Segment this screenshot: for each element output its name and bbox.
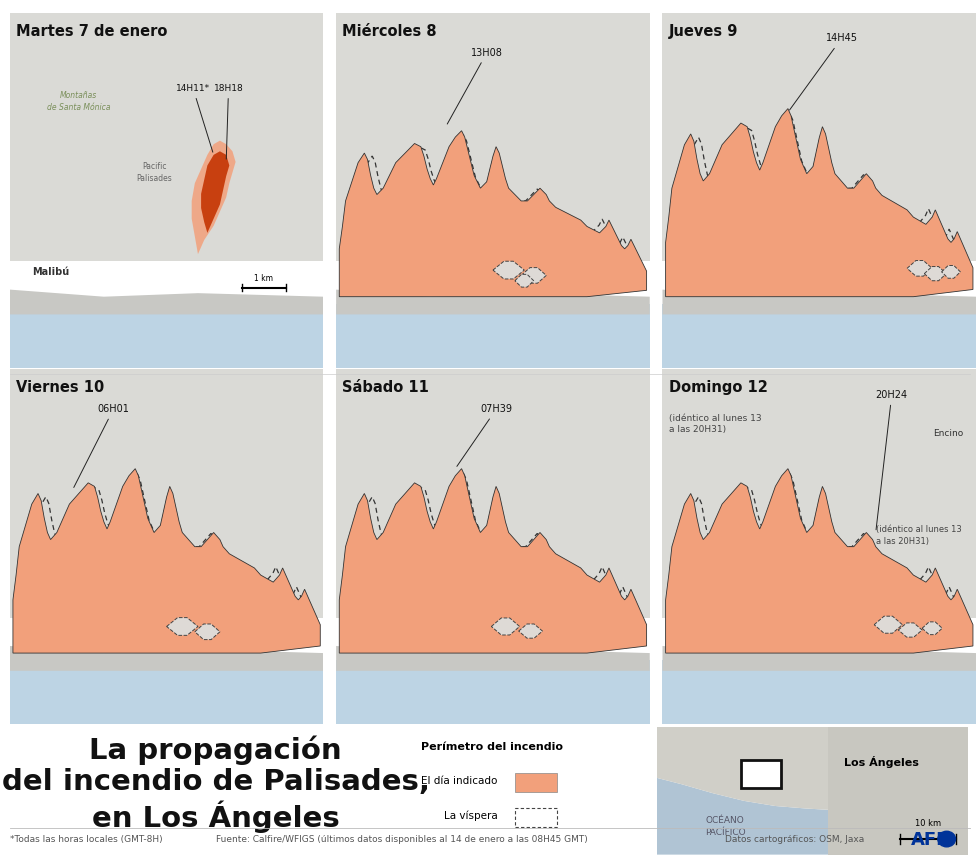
Text: OCÉANO
PACÍFICO: OCÉANO PACÍFICO: [705, 817, 746, 836]
Text: 14H45: 14H45: [790, 34, 858, 110]
Text: (idéntico al lunes 13
a las 20H31): (idéntico al lunes 13 a las 20H31): [668, 413, 761, 434]
Polygon shape: [514, 274, 534, 287]
Text: (idéntico al lunes 13
a las 20H31): (idéntico al lunes 13 a las 20H31): [876, 525, 961, 546]
Text: Los Ángeles: Los Ángeles: [844, 757, 918, 768]
Polygon shape: [336, 13, 650, 261]
Polygon shape: [665, 109, 973, 297]
Polygon shape: [336, 660, 650, 724]
Polygon shape: [491, 618, 519, 635]
Text: Pacific
Palisades: Pacific Palisades: [136, 162, 171, 183]
Polygon shape: [13, 469, 320, 653]
Text: AFP: AFP: [911, 831, 951, 849]
Polygon shape: [662, 290, 976, 315]
Text: 06H01: 06H01: [74, 404, 129, 488]
FancyBboxPatch shape: [515, 773, 557, 792]
Text: La víspera: La víspera: [444, 811, 498, 822]
Polygon shape: [518, 624, 543, 638]
Polygon shape: [10, 369, 323, 618]
Text: Encino: Encino: [933, 429, 963, 438]
Polygon shape: [907, 260, 932, 276]
Polygon shape: [10, 290, 323, 315]
Text: Domingo 12: Domingo 12: [668, 380, 767, 395]
Text: Miércoles 8: Miércoles 8: [342, 23, 437, 39]
Polygon shape: [657, 727, 828, 810]
Polygon shape: [665, 469, 973, 653]
Polygon shape: [10, 304, 323, 368]
Polygon shape: [195, 624, 220, 639]
Text: Viernes 10: Viernes 10: [16, 380, 104, 395]
Polygon shape: [828, 727, 968, 855]
Polygon shape: [336, 290, 650, 315]
Polygon shape: [336, 304, 650, 368]
Polygon shape: [192, 141, 235, 254]
Polygon shape: [662, 13, 976, 261]
Polygon shape: [657, 778, 828, 855]
Polygon shape: [662, 660, 976, 724]
Text: 20H24: 20H24: [876, 390, 907, 529]
Text: *Todas las horas locales (GMT-8H): *Todas las horas locales (GMT-8H): [10, 835, 163, 843]
Polygon shape: [493, 261, 524, 279]
Polygon shape: [201, 151, 229, 233]
Polygon shape: [167, 618, 198, 635]
Polygon shape: [662, 304, 976, 368]
Text: 14H11*: 14H11*: [176, 84, 213, 152]
Bar: [741, 759, 781, 788]
Polygon shape: [10, 646, 323, 671]
Text: La propagación
del incendio de Palisades,
en Los Ángeles: La propagación del incendio de Palisades…: [2, 735, 429, 833]
Polygon shape: [874, 616, 903, 633]
Text: 13H08: 13H08: [447, 48, 503, 124]
Polygon shape: [336, 646, 650, 671]
Text: Sábado 11: Sábado 11: [342, 380, 429, 395]
Text: Datos cartográficos: OSM, Jaxa: Datos cartográficos: OSM, Jaxa: [725, 835, 864, 843]
Text: Malibú: Malibú: [32, 267, 70, 277]
Text: Perímetro del incendio: Perímetro del incendio: [421, 742, 563, 753]
Text: Montañas
de Santa Mónica: Montañas de Santa Mónica: [47, 91, 111, 112]
FancyBboxPatch shape: [515, 808, 557, 827]
Text: Jueves 9: Jueves 9: [668, 23, 738, 39]
Polygon shape: [10, 660, 323, 724]
Text: El día indicado: El día indicado: [421, 776, 498, 786]
Polygon shape: [924, 266, 947, 281]
Polygon shape: [339, 131, 647, 297]
Text: Fuente: Calfire/WFIGS (últimos datos disponibles al 14 de enero a las 08H45 GMT): Fuente: Calfire/WFIGS (últimos datos dis…: [216, 835, 587, 843]
Polygon shape: [10, 13, 323, 261]
Text: 10 km: 10 km: [914, 819, 941, 829]
Polygon shape: [662, 646, 976, 671]
Polygon shape: [521, 267, 546, 283]
Polygon shape: [899, 623, 922, 638]
Polygon shape: [339, 469, 647, 653]
Text: 07H39: 07H39: [457, 404, 513, 466]
Text: Martes 7 de enero: Martes 7 de enero: [16, 23, 168, 39]
Polygon shape: [662, 369, 976, 618]
Text: 1 km: 1 km: [255, 273, 273, 283]
Polygon shape: [942, 266, 960, 279]
Polygon shape: [922, 622, 942, 635]
Polygon shape: [336, 369, 650, 618]
Text: 18H18: 18H18: [214, 84, 243, 159]
